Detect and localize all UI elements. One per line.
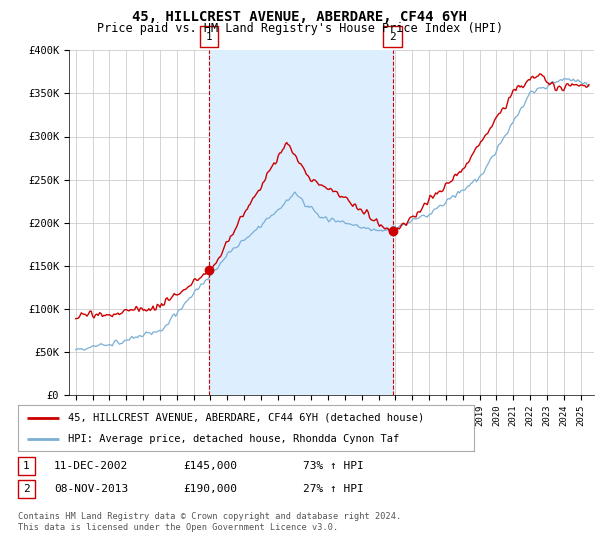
Text: 1: 1	[23, 461, 30, 471]
Text: 45, HILLCREST AVENUE, ABERDARE, CF44 6YH (detached house): 45, HILLCREST AVENUE, ABERDARE, CF44 6YH…	[68, 413, 424, 423]
Text: £145,000: £145,000	[183, 461, 237, 471]
Text: 2: 2	[389, 31, 396, 41]
Text: 73% ↑ HPI: 73% ↑ HPI	[303, 461, 364, 471]
Text: 08-NOV-2013: 08-NOV-2013	[54, 484, 128, 494]
Text: HPI: Average price, detached house, Rhondda Cynon Taf: HPI: Average price, detached house, Rhon…	[68, 435, 400, 444]
Text: Price paid vs. HM Land Registry's House Price Index (HPI): Price paid vs. HM Land Registry's House …	[97, 22, 503, 35]
Text: 2: 2	[23, 484, 30, 494]
Text: Contains HM Land Registry data © Crown copyright and database right 2024.
This d: Contains HM Land Registry data © Crown c…	[18, 512, 401, 532]
Text: 11-DEC-2002: 11-DEC-2002	[54, 461, 128, 471]
FancyBboxPatch shape	[200, 26, 218, 47]
Text: 1: 1	[206, 31, 212, 41]
Text: £190,000: £190,000	[183, 484, 237, 494]
Text: 27% ↑ HPI: 27% ↑ HPI	[303, 484, 364, 494]
FancyBboxPatch shape	[383, 26, 403, 47]
Bar	[209, 50, 393, 395]
Text: 45, HILLCREST AVENUE, ABERDARE, CF44 6YH: 45, HILLCREST AVENUE, ABERDARE, CF44 6YH	[133, 10, 467, 24]
